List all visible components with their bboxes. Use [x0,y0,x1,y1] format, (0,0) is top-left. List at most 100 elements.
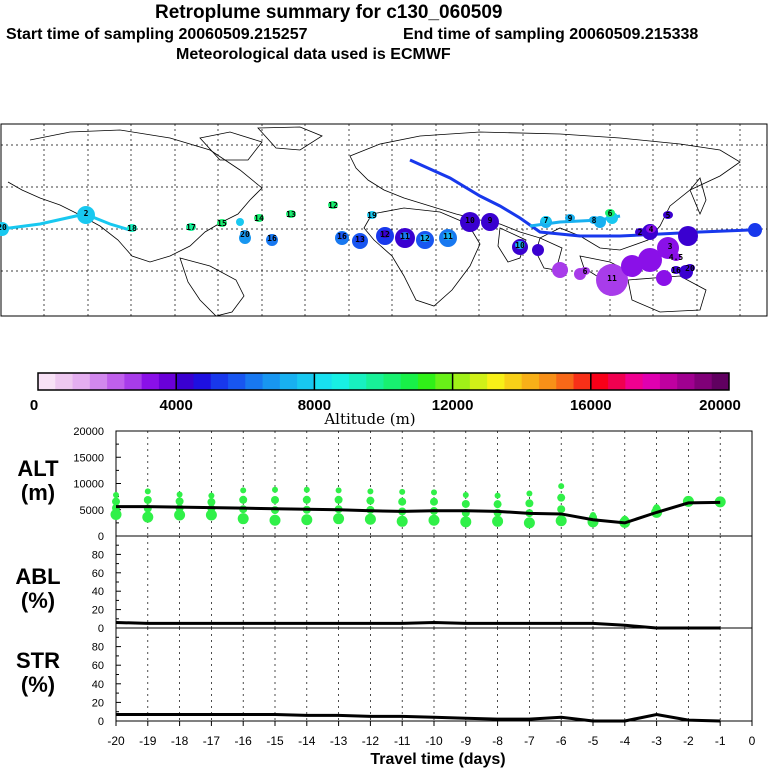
map-day-label: 7 [544,216,549,225]
colorbar-swatch [193,373,212,390]
map-label-bg [646,225,656,233]
alt-scatter-point [142,511,154,523]
alt-scatter-point [461,499,470,508]
x-tick-label: -19 [139,734,157,748]
alt-scatter-point [207,498,216,507]
alt-scatter-point [460,516,472,528]
alt-scatter-point [302,495,311,504]
colorbar-swatch [556,373,575,390]
map-label-bg [443,232,453,240]
y-tick-label: 20000 [73,426,104,438]
alt-panel: 20000 15000 10000 5000 0 ALT(m) [17,426,753,543]
x-tick-label: -9 [460,734,471,748]
alt-scatter [110,483,726,529]
map-day-label: 11 [400,232,410,241]
map-day-label: 18 [127,224,137,233]
map-label-bg [565,214,575,222]
colorbar-swatch [210,373,229,390]
str-label: STR [16,648,60,673]
y-tick-label: 0 [98,716,104,728]
map-day-label: 19 [367,211,377,220]
alt-scatter-point [493,500,502,509]
alt-scatter-point [621,515,628,522]
alt-scatter-point [175,497,184,506]
map-day-label: 9 [568,214,573,223]
colorbar-swatch [366,373,384,390]
x-tick-label: -1 [715,734,726,748]
colorbar-swatch [452,373,471,390]
trajectory-east [409,158,751,238]
colorbar-swatch [418,373,436,390]
colorbar-swatch [297,373,315,390]
map-day-label: 4.5 [669,253,684,262]
y-tick-label: 80 [92,642,104,654]
map-day-label: 14 [254,214,264,223]
colorbar-swatch [711,373,730,390]
met-data-label: Meteorological data used is ECMWF [176,46,451,63]
colorbar-swatch [694,373,713,390]
alt-scatter-point [272,486,278,493]
colorbar-swatch [521,373,540,390]
plume-marker [621,255,643,277]
alt-scatter-point [110,508,122,520]
colorbar-swatch [608,373,626,390]
y-tick-label: 10000 [73,479,104,491]
map-day-label: 11 [607,274,617,283]
colorbar-swatch [262,373,281,390]
alt-scatter-point [301,514,313,526]
map-label-bg [380,230,390,238]
map-label-bg [465,216,475,224]
map-day-label: 12 [328,201,338,210]
colorbar-swatch [383,373,402,390]
map-label-bg [485,216,495,224]
map-day-label: 9 [488,216,493,225]
y-tick-label: 0 [98,531,104,543]
x-tick-label: -6 [556,734,567,748]
map-day-label: 17 [186,223,196,232]
y-tick-label: 80 [92,549,104,561]
colorbar-swatch [487,373,505,390]
map-label-bg [635,228,645,236]
alt-scatter-point [113,492,119,499]
x-tick-label: 0 [749,734,756,748]
plume-day-labels: 2 20 18 17 15 14 13 12 19 20 16 16 13 12 11 12 11 10 9 10 7 9… [0,201,695,283]
colorbar-swatch [642,373,661,390]
colorbar-swatch [228,373,246,390]
y-tick-label: 40 [92,586,104,598]
map-day-label: 4 [649,225,654,234]
x-axis: -20 -19 -18 -17 -16 -15 -14 -13 -12 -11 -10 -9 -8 -7-… [107,721,756,768]
abl-series-line [115,620,721,630]
colorbar-swatch [625,373,644,390]
map-day-label: 6 [583,267,588,276]
map-label-bg [0,223,7,231]
alt-scatter-point [526,490,533,497]
colorbar-swatch [331,373,350,390]
alt-scatter-point [335,487,342,494]
y-tick-label: 5000 [80,505,104,517]
map-label-bg [81,209,91,217]
x-tick-label: -2 [683,734,694,748]
alt-scatter-point [239,495,248,504]
x-tick-label: -16 [235,734,253,748]
colorbar-ticks: 0 4000 8000 12000 16000 20000 [30,373,741,414]
map-day-label: 3 [668,242,673,251]
map-day-label: 10 [465,216,475,225]
map-day-label: 16 [267,234,277,243]
colorbar-tick-label: 20000 [699,397,741,414]
map-day-label: 20 [685,264,695,273]
map-day-label: 8 [592,216,597,225]
str-unit: (%) [21,672,55,697]
x-tick-label: -7 [524,734,535,748]
colorbar-swatch [89,373,108,390]
alt-scatter-point [143,495,152,504]
map-label-bg [367,211,377,219]
y-tick-label: 0 [98,623,104,635]
figure-title: Retroplume summary for c130_060509 [155,2,503,23]
map-label-bg [605,209,615,217]
map-label-bg [515,241,525,249]
map-label-bg [328,201,338,209]
colorbar-swatch [245,373,264,390]
alt-scatter-point [334,495,343,504]
x-tick-label: -15 [266,734,284,748]
